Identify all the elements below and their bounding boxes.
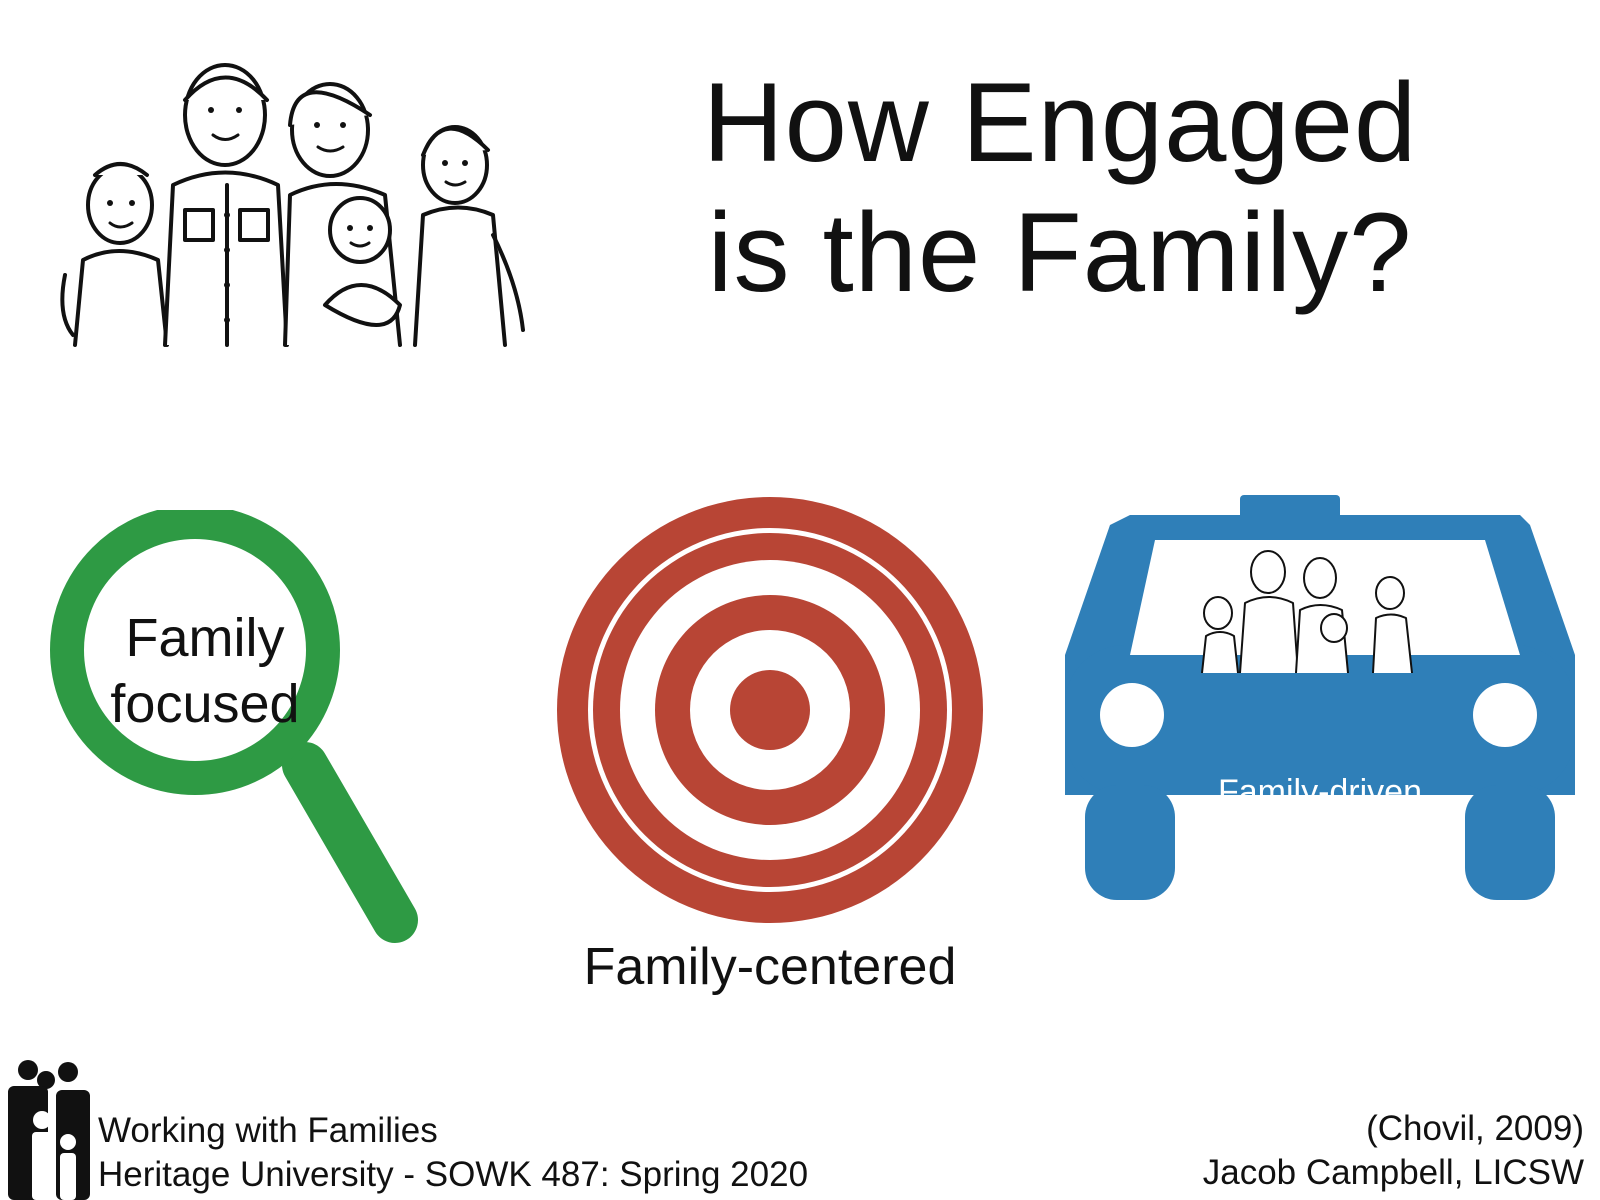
target-icon: [557, 497, 983, 923]
course-title: Working with Families: [98, 1111, 438, 1150]
family-illustration-icon: [60, 63, 525, 347]
citation: (Chovil, 2009): [1366, 1109, 1584, 1148]
title-line-1: How Engaged: [702, 60, 1418, 185]
family-driven-label: Family-driven: [1217, 773, 1423, 811]
citation-block: (Chovil, 2009) Jacob Campbell, LICSW: [1203, 1107, 1584, 1195]
author: Jacob Campbell, LICSW: [1202, 1153, 1584, 1192]
course-info: Working with Families Heritage Universit…: [98, 1109, 808, 1197]
car-family-illustration-icon: [1201, 550, 1413, 673]
family-centered-label: Family-centered: [583, 938, 957, 996]
family-focused-label: Family focused: [110, 608, 300, 734]
course-details: Heritage University - SOWK 487: Spring 2…: [98, 1155, 809, 1194]
family-logo-icon: [8, 1060, 90, 1200]
slide-title: How Engaged is the Family?: [560, 58, 1560, 318]
magnifier-icon: [50, 510, 418, 943]
title-line-2: is the Family?: [707, 190, 1413, 315]
